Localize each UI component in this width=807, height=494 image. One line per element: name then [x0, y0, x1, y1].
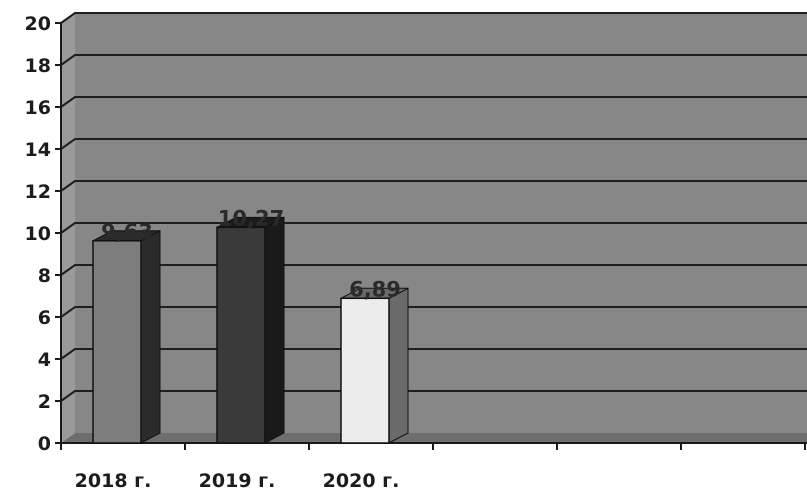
- bar-group: [340, 287, 409, 444]
- x-tick-label: 2020 г.: [323, 470, 400, 492]
- data-label: 9,63: [101, 220, 153, 244]
- y-tick-label: 10: [25, 223, 51, 245]
- bar: [92, 240, 142, 444]
- bar-group: [92, 229, 161, 444]
- data-label: 10,27: [218, 206, 284, 230]
- gridline: [60, 222, 807, 234]
- y-tick-label: 0: [38, 433, 51, 455]
- gridline: [60, 12, 807, 24]
- y-tick-label: 8: [38, 265, 51, 287]
- y-tick-label: 16: [25, 97, 51, 119]
- y-tick-label: 20: [25, 13, 51, 35]
- gridline: [60, 138, 807, 150]
- y-tick-label: 2: [38, 391, 51, 413]
- gridline: [60, 306, 807, 318]
- bar-side: [264, 216, 285, 444]
- bars: [92, 216, 409, 444]
- data-label: 6,89: [349, 277, 401, 301]
- y-tick-label: 6: [38, 307, 51, 329]
- gridline: [60, 264, 807, 276]
- x-tick-label: 2019 г.: [199, 470, 276, 492]
- bar-group: [216, 216, 285, 444]
- y-tick-label: 12: [25, 181, 51, 203]
- y-tick-label: 14: [25, 139, 51, 161]
- bar-side: [140, 229, 161, 444]
- bar-side: [388, 287, 409, 444]
- axes: 0 2 4 6 8 10 12 14 16 18 20: [25, 13, 807, 455]
- bar: [340, 297, 390, 444]
- gridlines: [60, 12, 807, 402]
- gridline: [60, 390, 807, 402]
- plot-floor: [61, 433, 807, 443]
- labels: 9,63 2018 г. 10,27 2019 г. 6,89 2020 г.: [75, 206, 401, 492]
- gridline: [60, 96, 807, 108]
- gridline: [60, 54, 807, 66]
- gridline: [60, 180, 807, 192]
- plot-area: [61, 13, 807, 443]
- gridline: [60, 348, 807, 360]
- y-tick-label: 4: [38, 349, 51, 371]
- bar: [216, 226, 266, 444]
- x-tick-label: 2018 г.: [75, 470, 152, 492]
- y-tick-label: 18: [25, 55, 51, 77]
